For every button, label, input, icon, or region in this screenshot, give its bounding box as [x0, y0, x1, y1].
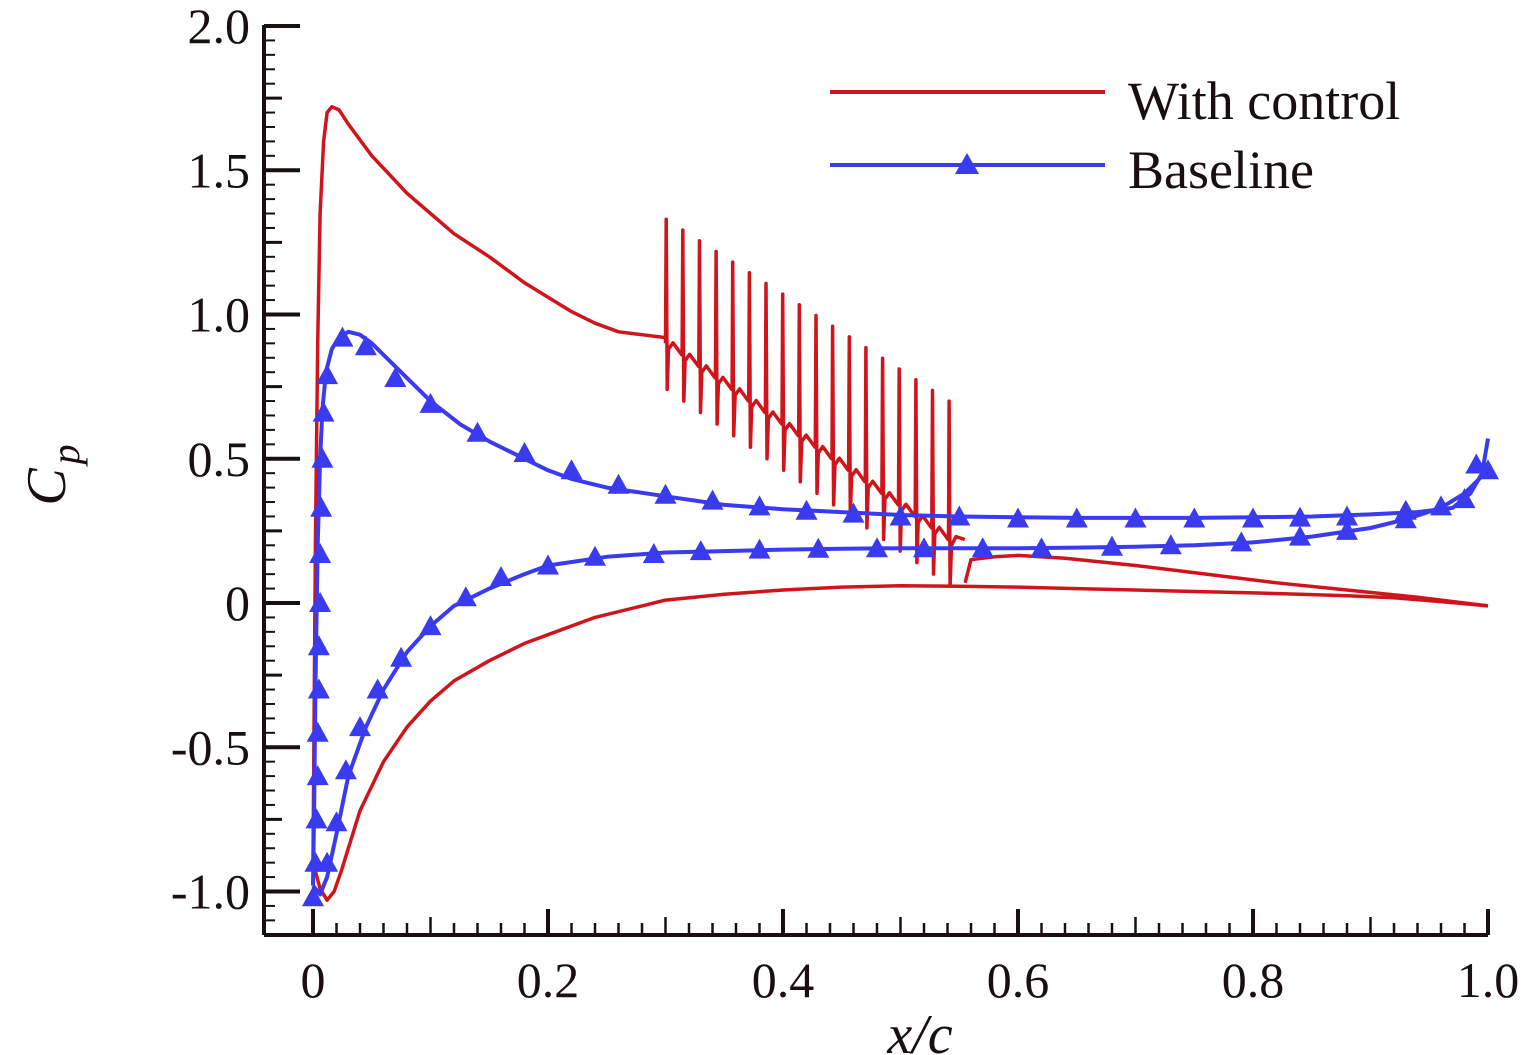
baseline-marker — [866, 537, 888, 558]
with-control-line-upper-surface-front — [311, 105, 666, 863]
baseline-marker — [889, 505, 912, 526]
baseline-marker — [309, 543, 332, 563]
baseline-marker — [1336, 519, 1358, 540]
baseline-marker — [312, 401, 335, 422]
baseline-marker — [913, 537, 935, 558]
legend-label-with-control: With control — [1128, 71, 1400, 131]
baseline-marker — [384, 367, 407, 387]
y-tick-label: 0.5 — [188, 431, 251, 487]
legend-label-baseline: Baseline — [1128, 140, 1314, 200]
baseline-marker — [311, 447, 334, 468]
legend: With control Baseline — [830, 71, 1400, 200]
y-tick-label: 2.0 — [188, 0, 251, 54]
baseline-marker — [316, 364, 339, 385]
baseline-marker — [307, 678, 330, 699]
baseline-marker — [842, 502, 865, 523]
baseline-marker — [1453, 488, 1476, 509]
baseline-marker — [971, 537, 994, 558]
baseline-marker — [748, 495, 771, 516]
baseline-marker — [316, 851, 339, 872]
legend-marker-baseline — [955, 153, 979, 174]
x-tick-label: 0.8 — [1222, 952, 1285, 1008]
x-tick-label: 0 — [301, 952, 326, 1008]
baseline-marker — [1394, 508, 1417, 529]
with-control-line-lower-surface — [311, 583, 1489, 902]
baseline-marker — [795, 499, 818, 520]
baseline-marker — [310, 496, 333, 517]
baseline-marker — [537, 554, 559, 575]
baseline-marker — [654, 483, 677, 504]
y-axis-title-subscript: p — [43, 444, 88, 467]
baseline-marker — [306, 721, 329, 742]
x-tick-label: 0.6 — [987, 952, 1050, 1008]
with-control-line-upper-surface-rear — [963, 553, 1489, 608]
plot-markers — [302, 326, 1499, 907]
y-axis-title: Cp — [16, 444, 88, 505]
baseline-marker — [1124, 507, 1147, 528]
baseline-marker — [334, 759, 357, 780]
baseline-marker — [366, 678, 389, 699]
baseline-marker — [1289, 506, 1311, 527]
baseline-marker — [1465, 453, 1488, 474]
baseline-marker — [454, 586, 477, 607]
baseline-marker — [305, 808, 328, 829]
baseline-marker — [390, 646, 413, 667]
baseline-marker — [1477, 459, 1499, 480]
baseline-marker — [349, 716, 371, 737]
baseline-marker — [1289, 525, 1311, 546]
y-tick-label: 1.5 — [188, 142, 251, 198]
baseline-marker — [1336, 505, 1358, 526]
plot-lines — [311, 105, 1490, 902]
baseline-marker — [1230, 531, 1253, 552]
baseline-marker — [1242, 507, 1264, 528]
y-tick-label: 0 — [225, 575, 250, 631]
y-tick-label: -0.5 — [171, 719, 250, 775]
baseline-marker — [331, 326, 354, 347]
baseline-marker — [419, 615, 442, 636]
svg-text:Cp: Cp — [16, 444, 88, 505]
baseline-marker — [306, 765, 329, 786]
baseline-marker — [302, 886, 324, 907]
baseline-marker — [701, 489, 724, 510]
y-axis-title-main: C — [16, 468, 78, 506]
baseline-marker — [807, 537, 830, 558]
baseline-marker — [466, 421, 489, 442]
y-tick-label: -1.0 — [171, 864, 250, 920]
baseline-marker — [1030, 537, 1053, 558]
baseline-marker — [689, 540, 712, 561]
baseline-marker — [513, 442, 536, 462]
baseline-marker — [1007, 507, 1029, 528]
baseline-marker — [354, 335, 377, 356]
baseline-marker — [948, 505, 971, 526]
baseline-marker — [307, 635, 330, 656]
baseline-marker — [607, 473, 630, 494]
baseline-marker — [490, 566, 512, 586]
baseline-marker — [1159, 534, 1182, 555]
baseline-marker — [1430, 495, 1452, 516]
x-tick-label: 0.2 — [517, 952, 580, 1008]
y-tick-label: 1.0 — [188, 287, 251, 343]
baseline-marker — [419, 392, 442, 413]
baseline-marker — [1183, 507, 1206, 528]
baseline-marker — [1065, 507, 1088, 528]
baseline-marker — [309, 592, 332, 612]
with-control-line-upper-surface-jet-region — [663, 217, 966, 588]
baseline-marker — [1101, 535, 1123, 556]
x-tick-label: 1.0 — [1457, 952, 1520, 1008]
baseline-marker — [642, 543, 665, 563]
baseline-marker — [584, 545, 606, 566]
axes: -1.0 -0.5 0 0.5 1.0 1.5 2.0 0 0.2 0.4 0.6 0.8 1.0 — [171, 0, 1519, 1008]
x-axis-title: x/c — [886, 1004, 952, 1055]
baseline-marker — [748, 538, 771, 559]
baseline-marker — [560, 459, 583, 480]
x-tick-label: 0.4 — [752, 952, 815, 1008]
baseline-marker — [325, 811, 348, 832]
